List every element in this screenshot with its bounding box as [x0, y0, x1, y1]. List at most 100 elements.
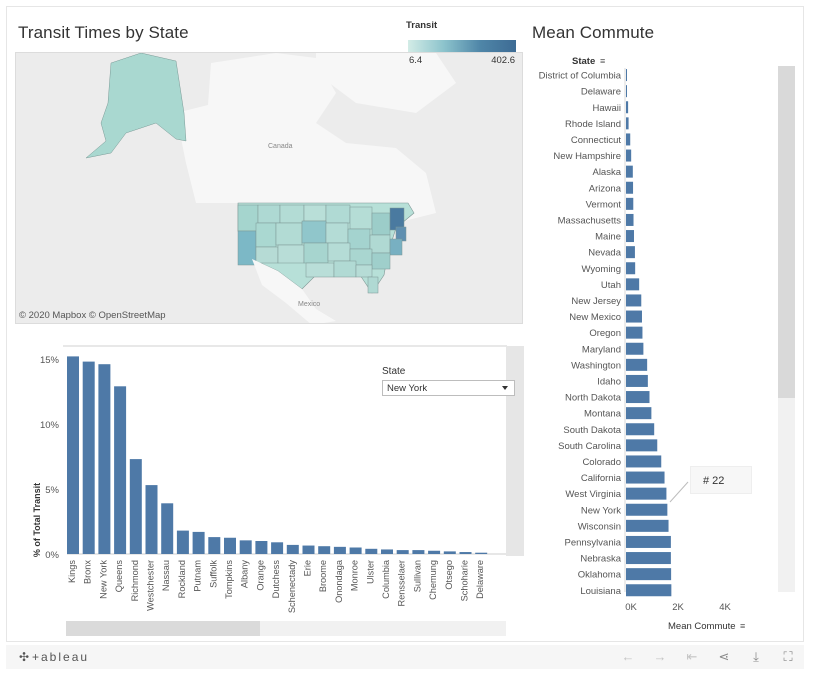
bar-rensselaer: [396, 550, 409, 554]
x-tick-label: Orange: [255, 560, 265, 591]
bar-south-dakota: [626, 423, 655, 436]
row-label: Oklahoma: [578, 570, 622, 581]
bar-alaska: [626, 165, 633, 178]
row-label: Washington: [571, 360, 621, 371]
mark-tooltip: # 22: [690, 466, 752, 494]
bar-ulster: [365, 548, 378, 554]
row-label: Vermont: [586, 199, 622, 210]
bar-rockland: [176, 530, 189, 554]
x-tick-label: Albany: [240, 560, 250, 588]
row-label: Wisconsin: [578, 521, 621, 532]
bar-delaware: [475, 552, 488, 554]
redo-icon[interactable]: →: [653, 649, 667, 664]
chart-scroll-area[interactable]: [506, 346, 524, 556]
map-canvas: [85, 53, 456, 323]
row-label: Idaho: [597, 376, 621, 387]
row-label: Wyoming: [581, 264, 621, 275]
sort-icon: ≡: [600, 56, 605, 66]
bar-colorado: [626, 455, 662, 468]
row-label: Rhode Island: [565, 119, 621, 130]
x-tick-label: Dutchess: [271, 560, 281, 599]
state-filter: State New York: [382, 366, 516, 396]
map-credit[interactable]: © 2020 Mapbox © OpenStreetMap: [19, 310, 166, 321]
bar-orange: [255, 541, 268, 554]
x-tick-label: 4K: [719, 602, 731, 613]
row-label: District of Columbia: [539, 71, 622, 82]
x-tick-label: Sullivan: [412, 560, 422, 592]
share-icon[interactable]: ⋖: [718, 649, 730, 664]
tableau-logo[interactable]: ✣ +ableau: [18, 650, 89, 664]
bar-tompkins: [224, 537, 236, 554]
bar-schoharie: [459, 552, 472, 554]
tableau-mark-icon: ✣: [18, 650, 30, 664]
vertical-scroll-thumb[interactable]: [778, 66, 795, 398]
bar-massachusetts: [626, 213, 634, 226]
y-axis-title: % of Total Transit: [32, 482, 42, 558]
row-label: Arizona: [589, 183, 622, 194]
x-tick-label: Ulster: [365, 560, 375, 584]
bar-schenectady: [286, 544, 299, 554]
bar-onondaga: [333, 546, 346, 554]
bar-wisconsin: [626, 519, 669, 532]
tableau-logo-text: +ableau: [32, 650, 90, 664]
horizontal-scrollbar[interactable]: [66, 621, 506, 636]
bar-wyoming: [626, 262, 636, 275]
state-dropdown[interactable]: New York: [382, 380, 515, 396]
row-label: Maryland: [582, 344, 621, 355]
bar-washington: [626, 358, 648, 371]
toolbar: ✣ +ableau ← → ⇤ ⋖ ⤓ ⛶: [6, 645, 804, 669]
bar-new-york: [626, 503, 668, 516]
bar-erie: [302, 545, 315, 554]
x-tick-label: Monroe: [350, 560, 360, 591]
bar-arizona: [626, 181, 634, 194]
state-map[interactable]: Canada Mexico © 2020 Mapbox © OpenStreet…: [15, 52, 523, 324]
bar-queens: [114, 386, 127, 554]
row-label: New Jersey: [571, 296, 621, 307]
bar-california: [626, 471, 665, 484]
x-tick-label: Schenectady: [287, 560, 297, 614]
revert-icon[interactable]: ⇤: [686, 649, 698, 664]
row-label: Montana: [584, 409, 622, 420]
undo-icon[interactable]: ←: [621, 649, 635, 664]
bar-pennsylvania: [626, 535, 671, 548]
commute-bar-svg: State ≡ District of Columbia Delaware Hawaii…: [539, 56, 746, 632]
bar-north-dakota: [626, 391, 650, 404]
x-tick-label: Tompkins: [224, 560, 234, 599]
row-label: South Dakota: [563, 425, 621, 436]
row-label: Louisiana: [580, 586, 621, 597]
row-label: North Dakota: [565, 393, 622, 404]
bar-maine: [626, 230, 634, 243]
bar-oklahoma: [626, 568, 672, 581]
x-tick-label: Delaware: [475, 560, 485, 599]
bar-delaware: [626, 85, 627, 98]
bar-westchester: [145, 485, 158, 554]
horizontal-scroll-thumb[interactable]: [66, 621, 260, 636]
row-label: Nebraska: [580, 554, 621, 565]
county-transit-chart[interactable]: 0% 5% 10% 15% Kings Bronx New York Queens Richmo…: [15, 330, 525, 640]
mean-commute-chart[interactable]: State ≡ District of Columbia Delaware Hawaii…: [528, 50, 804, 640]
row-label: Connecticut: [571, 135, 622, 146]
bar-nebraska: [626, 552, 671, 565]
sort-icon: ≡: [740, 621, 745, 631]
row-label: Maine: [595, 232, 621, 243]
x-tick-label: Broome: [318, 560, 328, 592]
vertical-scrollbar[interactable]: [778, 66, 795, 592]
y-tick-label: 0%: [45, 550, 59, 561]
bar-monroe: [349, 547, 362, 554]
row-label: South Carolina: [558, 441, 622, 452]
x-tick-label: Rockland: [177, 560, 187, 598]
bar-hawaii: [626, 101, 629, 114]
bar-bronx: [82, 361, 95, 554]
download-icon[interactable]: ⤓: [753, 649, 759, 664]
bar-new-york: [98, 364, 111, 554]
x-tick-label: Columbia: [381, 559, 391, 599]
x-tick-label: Onondaga: [334, 559, 344, 603]
row-label: New York: [581, 505, 621, 516]
row-label: Hawaii: [592, 103, 621, 114]
x-tick-label: Rensselaer: [397, 560, 407, 606]
legend-min: 6.4: [409, 55, 423, 66]
chevron-down-icon[interactable]: [502, 386, 508, 390]
y-tick-label: 10%: [40, 420, 60, 431]
fullscreen-icon[interactable]: ⛶: [783, 649, 793, 664]
map-title: Transit Times by State: [18, 23, 189, 42]
